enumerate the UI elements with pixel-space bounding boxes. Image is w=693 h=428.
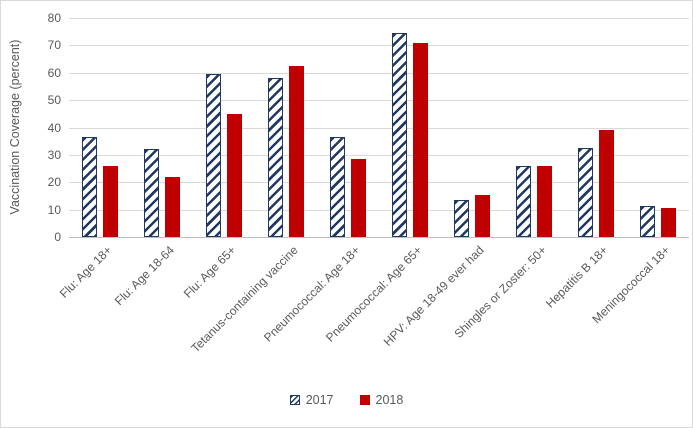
- bar-2018: [103, 165, 118, 237]
- y-tick-label: 50: [47, 93, 61, 108]
- bar-2017: [578, 148, 593, 237]
- bar-2018: [351, 158, 366, 237]
- bar-group: [317, 18, 379, 237]
- bar-2017: [454, 200, 469, 237]
- x-category-label: Hepatitis B 18+: [543, 243, 611, 311]
- bar-group: [193, 18, 255, 237]
- y-tick-label: 0: [54, 230, 61, 244]
- x-axis-category-labels: Flu: Age 18+ Flu: Age 18-64 Flu: Age 65+ Te…: [1, 243, 692, 393]
- bar-group: [441, 18, 503, 237]
- legend-item-2018: 2018: [359, 393, 404, 407]
- legend-label-2017: 2017: [305, 393, 334, 407]
- bar-group: [627, 18, 689, 237]
- bar-group: [503, 18, 565, 237]
- bar-2017: [330, 137, 345, 237]
- x-category-label: Flu: Age 18+: [57, 243, 115, 301]
- x-category-label: Flu: Age 18-64: [111, 243, 177, 309]
- bar-group: [255, 18, 317, 237]
- bar-2018: [227, 113, 242, 237]
- x-category-label: Tetanus-containing vaccine: [188, 243, 301, 356]
- y-tick-label: 10: [47, 202, 61, 217]
- y-tick-label: 30: [47, 147, 61, 162]
- gridline: [69, 182, 689, 184]
- bar-2017: [640, 205, 655, 237]
- legend-item-2017: 2017: [289, 393, 334, 407]
- bar-2017: [206, 74, 221, 237]
- bar-group: [131, 18, 193, 237]
- bar-2018: [537, 165, 552, 237]
- bar-2018: [599, 130, 614, 237]
- bar-2018: [165, 176, 180, 237]
- gridline: [69, 72, 689, 74]
- bar-2017: [516, 165, 531, 237]
- legend-swatch-2018-icon: [359, 395, 370, 405]
- bar-group: [379, 18, 441, 237]
- x-category-label: Flu: Age 65+: [181, 243, 239, 301]
- gridline: [69, 45, 689, 47]
- y-tick-label: 20: [47, 175, 61, 190]
- gridline: [69, 100, 689, 102]
- gridline: [69, 209, 689, 211]
- y-tick-label: 80: [47, 11, 61, 25]
- bar-2018: [661, 208, 676, 237]
- gridline: [69, 154, 689, 156]
- bar-2017: [268, 78, 283, 237]
- gridline: [69, 18, 689, 19]
- plot-area: [69, 18, 689, 238]
- bar-2018: [289, 65, 304, 237]
- y-tick-label: 40: [47, 120, 61, 135]
- bar-group: [69, 18, 131, 237]
- y-tick-label: 70: [47, 38, 61, 53]
- legend-swatch-2017-icon: [289, 395, 300, 405]
- bar-groups: [69, 18, 689, 237]
- y-tick-label: 60: [47, 65, 61, 80]
- bar-group: [565, 18, 627, 237]
- bar-2018: [413, 42, 428, 237]
- gridline: [69, 127, 689, 129]
- bar-2018: [475, 194, 490, 237]
- bar-2017: [144, 149, 159, 237]
- legend: 2017 2018: [1, 393, 692, 407]
- bar-2017: [392, 33, 407, 237]
- bar-2017: [82, 137, 97, 237]
- legend-label-2018: 2018: [375, 393, 404, 407]
